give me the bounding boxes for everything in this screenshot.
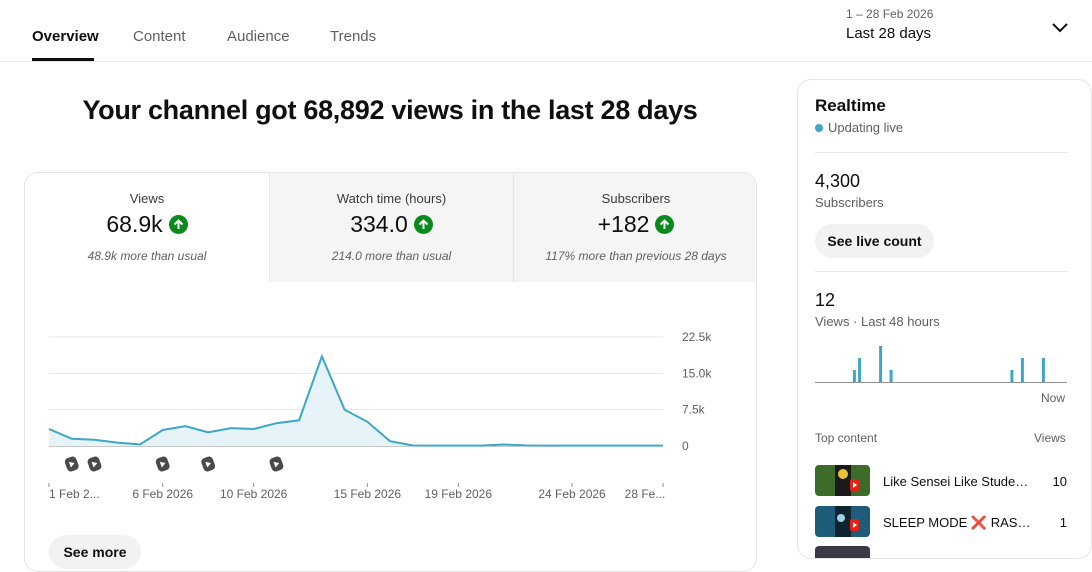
live-dot-icon: [815, 124, 823, 132]
top-content-views: 10: [1053, 474, 1067, 489]
overview-chart-card: Views 68.9k 48.9k more than usual Watch …: [24, 172, 757, 572]
top-content-item[interactable]: SLEEP MODE ❌ RASEN... 1: [815, 506, 1067, 538]
y-tick-label: 7.5k: [682, 403, 706, 417]
metric-label: Watch time (hours): [270, 191, 513, 206]
top-content-title: SLEEP MODE ❌ RASEN...: [883, 515, 1033, 531]
x-tick-label: 1 Feb 2...: [49, 487, 100, 501]
metric-label: Subscribers: [514, 191, 757, 206]
y-tick-label: 22.5k: [682, 330, 712, 344]
spark-bar: [890, 370, 893, 382]
x-tick-label: 24 Feb 2026: [538, 487, 606, 501]
tab-overview[interactable]: Overview: [32, 28, 99, 45]
shorts-icon[interactable]: [86, 455, 102, 472]
date-range-label[interactable]: Last 28 days: [846, 25, 931, 42]
metric-tab-subscribers[interactable]: Subscribers +182 117% more than previous…: [513, 173, 757, 282]
spark-bar: [1010, 370, 1013, 382]
x-tick-label: 19 Feb 2026: [425, 487, 493, 501]
video-thumbnail: [815, 465, 870, 496]
top-content-item[interactable]: Like Sensei Like Studen... 10: [815, 465, 1067, 497]
page-headline: Your channel got 68,892 views in the las…: [24, 95, 756, 126]
metric-note: 48.9k more than usual: [25, 249, 269, 263]
arrow-up-icon: [655, 215, 674, 234]
top-navigation: Overview Content Audience Trends 1 – 28 …: [0, 0, 1092, 62]
video-thumbnail: [815, 506, 870, 537]
metric-note: 214.0 more than usual: [270, 249, 513, 263]
realtime-status-text: Updating live: [828, 120, 903, 135]
subscriber-label: Subscribers: [815, 195, 884, 210]
shorts-icon[interactable]: [200, 455, 216, 472]
date-range-text[interactable]: 1 – 28 Feb 2026: [846, 7, 933, 21]
x-tick-label: 6 Feb 2026: [132, 487, 193, 501]
tab-content[interactable]: Content: [133, 28, 186, 45]
shorts-icon[interactable]: [268, 455, 284, 472]
spark-bar: [1021, 358, 1024, 382]
views-area: [49, 356, 663, 446]
y-tick-label: 0: [682, 439, 689, 453]
realtime-views-sparkline[interactable]: [815, 342, 1067, 384]
spark-bar: [858, 358, 861, 382]
top-content-views-label: Views: [1034, 431, 1066, 445]
metric-value: 334.0: [350, 211, 408, 238]
see-more-button[interactable]: See more: [49, 535, 141, 569]
tab-trends[interactable]: Trends: [330, 28, 376, 45]
metric-label: Views: [25, 191, 269, 206]
spark-bar: [879, 346, 882, 382]
metric-value-row: 68.9k: [25, 211, 269, 238]
metric-value: +182: [598, 211, 650, 238]
see-live-count-button[interactable]: See live count: [815, 224, 934, 258]
chevron-down-icon[interactable]: [1050, 17, 1070, 37]
x-tick-label: 28 Fe...: [625, 487, 666, 501]
views-chart[interactable]: 22.5k 15.0k 7.5k 0 1 Feb 2... 6 Feb 2026 10 Fe…: [25, 282, 757, 572]
metric-value: 68.9k: [106, 211, 162, 238]
active-tab-indicator: [32, 58, 94, 61]
arrow-up-icon: [414, 215, 433, 234]
shorts-icon[interactable]: [155, 455, 171, 472]
subscriber-count: 4,300: [815, 171, 860, 192]
realtime-title: Realtime: [815, 96, 886, 116]
top-content-title: Like Sensei Like Studen...: [883, 474, 1033, 489]
top-content-label: Top content: [815, 431, 877, 445]
divider: [815, 152, 1067, 153]
realtime-views-count: 12: [815, 290, 835, 311]
video-thumbnail: [815, 546, 870, 559]
y-tick-label: 15.0k: [682, 366, 712, 380]
top-content-item[interactable]: [815, 546, 1067, 559]
top-content-views: 1: [1060, 515, 1067, 530]
realtime-panel: Realtime Updating live 4,300 Subscribers…: [797, 79, 1092, 559]
metric-tab-watch-time[interactable]: Watch time (hours) 334.0 214.0 more than…: [269, 173, 513, 282]
x-tick-label: 15 Feb 2026: [334, 487, 402, 501]
metric-value-row: +182: [514, 211, 757, 238]
spark-bar: [853, 370, 856, 382]
arrow-up-icon: [169, 215, 188, 234]
x-tick-label: 10 Feb 2026: [220, 487, 288, 501]
metric-note: 117% more than previous 28 days: [514, 249, 757, 263]
realtime-views-label: Views · Last 48 hours: [815, 314, 940, 329]
shorts-icon[interactable]: [64, 455, 80, 472]
spark-bar: [1042, 358, 1045, 382]
tab-audience[interactable]: Audience: [227, 28, 290, 45]
realtime-status: Updating live: [815, 120, 903, 135]
metric-tab-views[interactable]: Views 68.9k 48.9k more than usual: [25, 173, 269, 282]
metric-value-row: 334.0: [270, 211, 513, 238]
now-label: Now: [1041, 391, 1065, 405]
divider: [815, 271, 1067, 272]
